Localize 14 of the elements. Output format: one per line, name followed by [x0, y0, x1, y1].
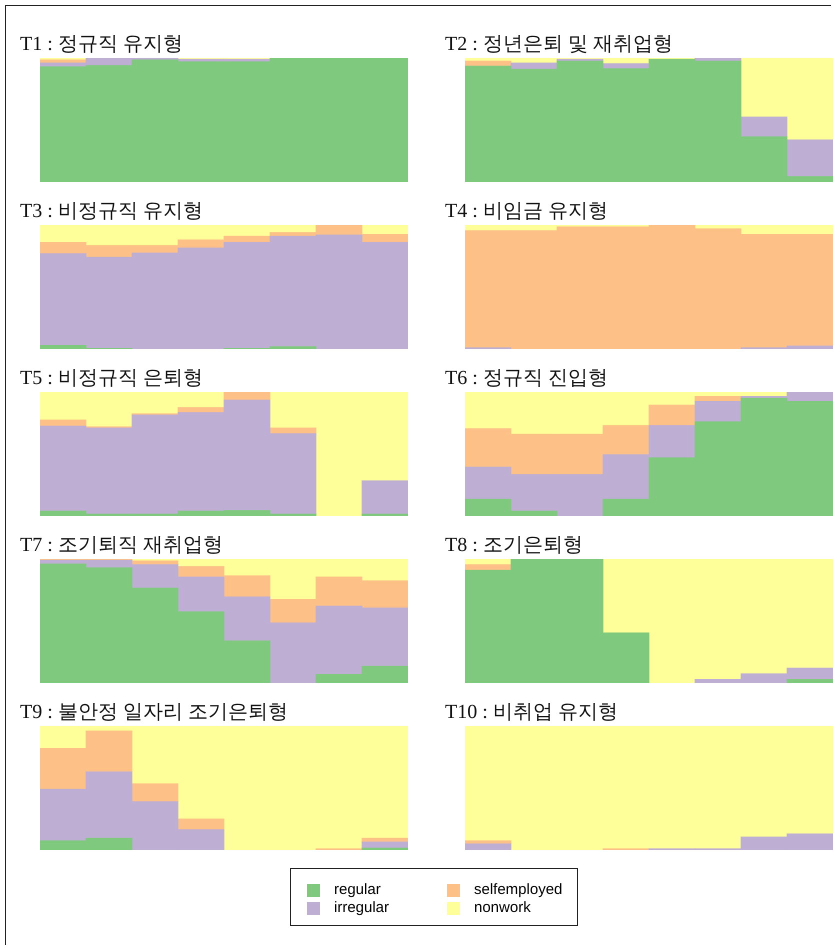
chart-title: T3 : 비정규직 유지형 [20, 200, 203, 222]
legend-label: irregular [334, 899, 390, 917]
chart-title: T9 : 불안정 일자리 조기은퇴형 [20, 701, 288, 723]
legend-label: selfemployed [474, 881, 562, 899]
chart-title: T10 : 비취업 유지형 [445, 701, 618, 723]
legend-label: nonwork [474, 899, 531, 917]
chart-title: T6 : 정규직 진입형 [445, 367, 608, 389]
chart-title: T8 : 조기은퇴형 [445, 534, 583, 556]
chart-title: T4 : 비임금 유지형 [445, 200, 608, 222]
chart-title: T2 : 정년은퇴 및 재취업형 [445, 33, 673, 55]
chart-title: T5 : 비정규직 은퇴형 [20, 367, 203, 389]
chart-title: T1 : 정규직 유지형 [20, 33, 183, 55]
chart-title: T7 : 조기퇴직 재취업형 [20, 534, 223, 556]
legend-label: regular [334, 881, 381, 899]
